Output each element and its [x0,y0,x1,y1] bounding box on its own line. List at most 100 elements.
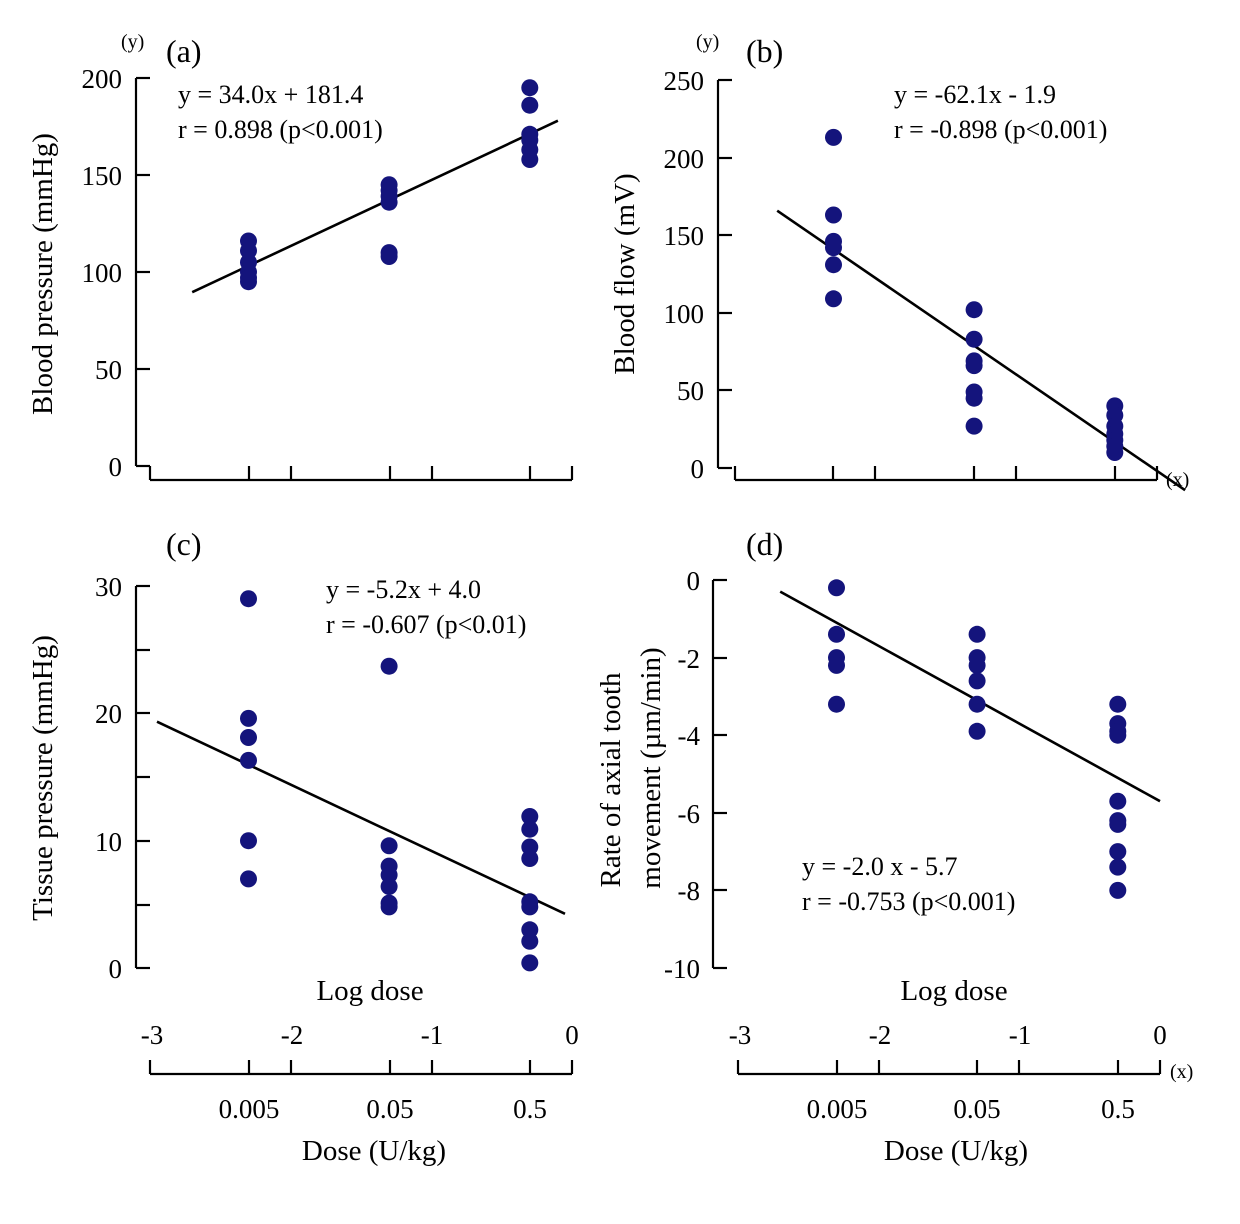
panel-b-data-point [965,330,983,348]
panel-d-data-point [1109,695,1127,713]
panel-d-data-point [828,579,845,597]
panel-c-y-tick-label: 10 [95,827,122,857]
panel-b-data-points [825,128,1124,461]
panel-d-dose-ticks: 0.005 0.05 0.5 [807,1094,1135,1124]
panel-a: (a) (y) Blood pressure (mmHg) y = 34.0x … [27,31,574,482]
panel-d-x-axis-title: Log dose [900,975,1007,1007]
panel-b-y-marker: (y) [696,31,719,53]
panel-c-data-point [240,832,257,850]
panel-a-x-axis [148,466,574,482]
panel-d-data-point [1109,815,1127,833]
panel-d-x-marker: (x) [1170,1061,1193,1083]
panel-c-dose-tick-label: 0.05 [366,1094,413,1124]
panel-b-y-tick-label: 200 [664,144,705,174]
panel-c-x-tick-label: -2 [281,1020,304,1050]
panel-c-dose-ticks: 0.005 0.05 0.5 [219,1094,547,1124]
panel-d-dose-tick-label: 0.5 [1101,1094,1135,1124]
panel-c-data-point [240,751,257,769]
panel-b-data-point [965,389,983,407]
panel-c-regression-line [156,720,566,915]
panel-c-data-point [521,820,539,838]
panel-c-data-point [380,878,398,895]
panel-b-data-point [965,301,983,319]
panel-d-data-point [1109,726,1127,744]
panel-a-data-points [240,79,539,291]
panel-d-correlation: r = -0.753 (p<0.001) [802,887,1015,916]
panel-d-y-tick-label: -8 [678,876,701,906]
panel-c-y-axis: 0 10 20 30 [95,572,150,984]
panel-d-dose-tick-label: 0.005 [807,1094,868,1124]
panel-d-y-axis: -10 -8 -6 -4 -2 0 [664,566,727,984]
panel-c-data-point [521,954,539,972]
panel-b-data-point [825,290,842,308]
panel-b-y-axis: 0 50 100 150 200 250 [664,66,732,484]
panel-a-data-point [380,193,398,211]
panel-a-equation: y = 34.0x + 181.4 [178,80,363,109]
panel-b-correlation: r = -0.898 (p<0.001) [894,115,1107,144]
panel-d-equation: y = -2.0 x - 5.7 [802,852,957,881]
panel-c-label: (c) [166,526,202,562]
panel-d-data-point [1109,843,1127,861]
panel-a-y-tick-label: 150 [82,161,123,191]
panel-c-dose-axis-title: Dose (U/kg) [302,1135,446,1167]
panel-d-log-dose-ticks: -3 -2 -1 0 [729,1020,1167,1050]
panel-a-correlation: r = 0.898 (p<0.001) [178,115,383,144]
panel-c: (c) Tissue pressure (mmHg) y = -5.2x + 4… [27,526,579,1167]
panel-c-correlation: r = -0.607 (p<0.01) [326,610,526,639]
panel-a-y-axis-title: Blood pressure (mmHg) [27,133,59,415]
panel-c-y-axis-title: Tissue pressure (mmHg) [27,635,59,921]
panel-b-data-point [825,206,842,224]
panel-d-data-point [968,625,986,643]
panel-b-data-point [1106,444,1124,461]
panel-d-x-tick-label: -1 [1009,1020,1032,1050]
panel-d-y-tick-label: -2 [678,644,701,674]
panel-c-data-point [240,870,257,888]
panel-c-data-point [521,932,539,950]
panel-b-equation: y = -62.1x - 1.9 [894,80,1056,109]
panel-d-data-point [828,695,845,713]
panel-b-y-tick-label: 50 [677,376,704,406]
panel-b-data-point [825,239,842,257]
panel-d-data-point [1109,858,1127,876]
panel-c-data-point [240,729,257,746]
panel-b-y-tick-label: 150 [664,221,705,251]
panel-b-y-tick-label: 100 [664,299,705,329]
panel-d-data-point [968,722,986,740]
panel-d-y-tick-label: -6 [678,799,701,829]
panel-d-data-point [968,672,986,690]
panel-a-data-point [521,96,539,114]
panel-a-y-tick-label: 100 [82,258,123,288]
panel-d-label: (d) [746,526,783,562]
panel-a-y-tick-label: 0 [109,452,123,482]
panel-d-y-axis-title-line-1: Rate of axial tooth [595,672,627,888]
panel-d-data-point [1109,792,1127,810]
panel-d: (d) (x) Rate of axial tooth movement (µm… [595,526,1193,1167]
panel-c-log-dose-ticks: -3 -2 -1 0 [141,1020,579,1050]
panel-c-data-point [380,837,398,855]
panel-c-data-point [240,709,257,727]
panel-d-x-tick-label: -2 [869,1020,892,1050]
panel-c-dose-tick-label: 0.005 [219,1094,280,1124]
panel-d-x-tick-label: 0 [1153,1020,1167,1050]
panel-b-data-point [825,256,842,274]
panel-b-y-tick-label: 250 [664,66,705,96]
panel-d-dose-axis-title: Dose (U/kg) [884,1135,1028,1167]
panel-a-y-tick-label: 50 [95,355,122,385]
panel-d-data-point [828,656,845,674]
panel-d-data-point [968,656,986,674]
panel-b-data-point [965,357,983,375]
panel-d-y-tick-label: 0 [687,566,701,596]
panel-d-x-axis [736,1060,1162,1076]
panel-c-x-tick-label: -1 [421,1020,444,1050]
panel-b-y-axis-title: Blood flow (mV) [609,173,641,374]
panel-c-data-point [380,898,398,916]
panel-b-data-point [965,417,983,435]
panel-a-y-marker: (y) [121,31,144,53]
panel-c-y-tick-label: 30 [95,572,122,602]
panel-d-y-tick-label: -10 [664,954,700,984]
panel-a-y-tick-label: 200 [82,64,123,94]
panel-d-data-points [828,579,1127,899]
panel-a-label: (a) [166,33,202,69]
panel-c-y-tick-label: 0 [109,954,123,984]
